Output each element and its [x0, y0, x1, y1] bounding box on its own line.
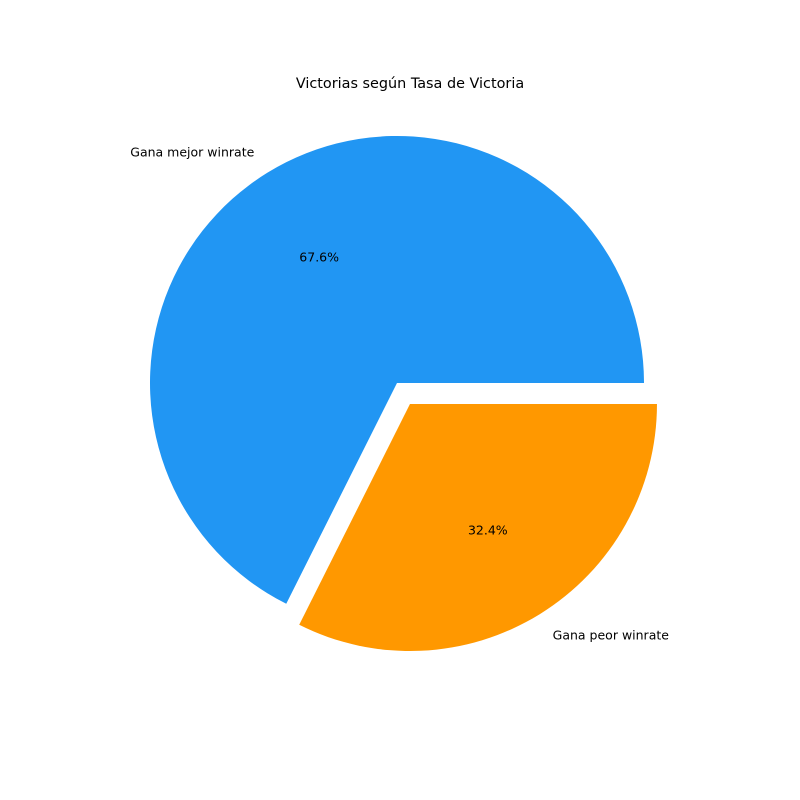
- pie-slice-1: [149, 135, 644, 604]
- slice-label-1: Gana mejor winrate: [130, 144, 254, 159]
- pct-label-1: 67.6%: [299, 249, 339, 264]
- pie-slices: [149, 135, 657, 652]
- pie-slice-2: [299, 404, 657, 652]
- pie-labels: 67.6% Gana mejor winrate 32.4% Gana peor wi…: [130, 144, 669, 642]
- pct-label-2: 32.4%: [468, 523, 508, 538]
- slice-label-2: Gana peor winrate: [553, 628, 670, 643]
- chart-title: Victorias según Tasa de Victoria: [296, 76, 524, 92]
